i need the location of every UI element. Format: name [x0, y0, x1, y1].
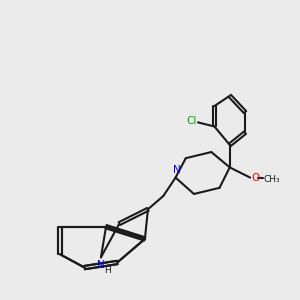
Text: N: N [173, 164, 181, 175]
Text: H: H [104, 266, 111, 275]
Text: CH₃: CH₃ [263, 175, 280, 184]
Text: Cl: Cl [186, 116, 196, 126]
Text: N: N [97, 260, 105, 270]
Text: O: O [252, 172, 260, 183]
